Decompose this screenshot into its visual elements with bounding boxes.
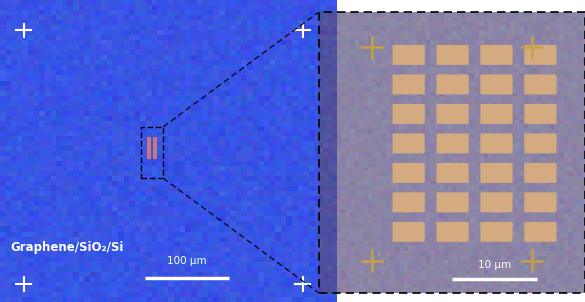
Text: 100 μm: 100 μm [167,256,207,266]
FancyBboxPatch shape [436,163,469,183]
FancyBboxPatch shape [524,222,556,242]
FancyBboxPatch shape [393,74,425,94]
FancyBboxPatch shape [393,104,425,124]
Text: Graphene/SiO₂/Si: Graphene/SiO₂/Si [10,241,123,254]
FancyBboxPatch shape [480,45,512,65]
FancyBboxPatch shape [524,133,556,153]
FancyBboxPatch shape [393,133,425,153]
FancyBboxPatch shape [524,163,556,183]
FancyBboxPatch shape [393,163,425,183]
FancyBboxPatch shape [480,104,512,124]
FancyBboxPatch shape [436,74,469,94]
FancyBboxPatch shape [480,133,512,153]
Bar [147,137,152,159]
FancyBboxPatch shape [393,45,425,65]
FancyBboxPatch shape [524,74,556,94]
FancyBboxPatch shape [393,192,425,212]
FancyBboxPatch shape [393,222,425,242]
FancyBboxPatch shape [480,192,512,212]
Bar [142,127,163,178]
FancyBboxPatch shape [480,163,512,183]
FancyBboxPatch shape [436,222,469,242]
FancyBboxPatch shape [436,45,469,65]
FancyBboxPatch shape [436,104,469,124]
Text: 10 μm: 10 μm [478,260,511,270]
FancyBboxPatch shape [524,104,556,124]
FancyBboxPatch shape [480,74,512,94]
FancyBboxPatch shape [524,45,556,65]
Bar [153,137,157,159]
FancyBboxPatch shape [436,133,469,153]
FancyBboxPatch shape [524,192,556,212]
FancyBboxPatch shape [480,222,512,242]
FancyBboxPatch shape [436,192,469,212]
